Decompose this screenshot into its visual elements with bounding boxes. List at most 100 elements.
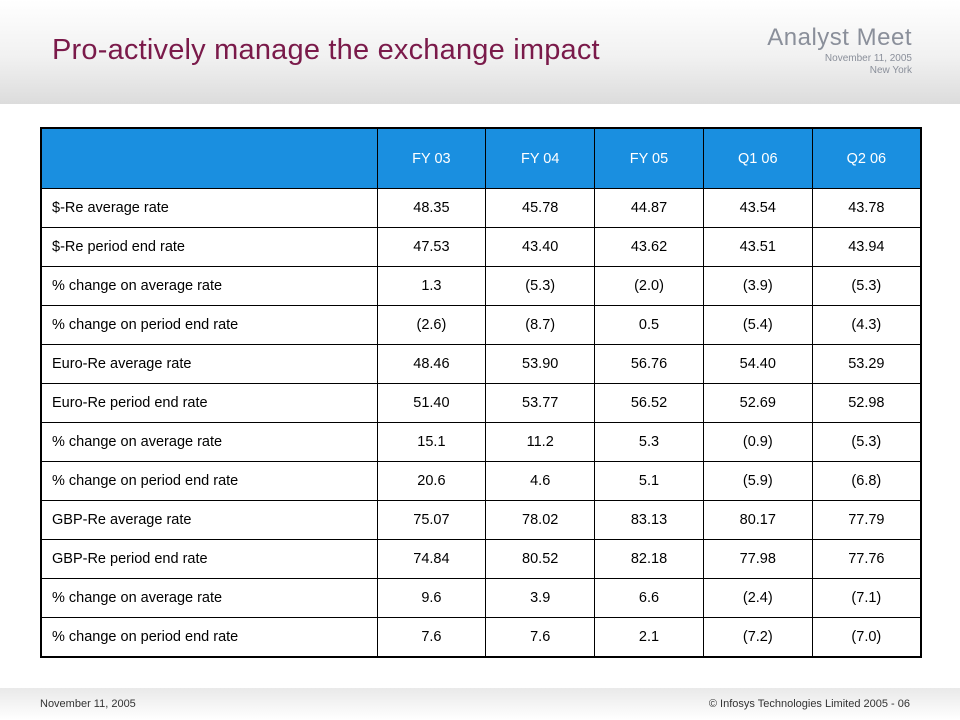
table-cell: (7.2) [702,617,813,658]
table-cell: (4.3) [811,305,922,345]
table-cell: (2.6) [376,305,487,345]
column-header: Q2 06 [811,127,922,189]
table-row: $-Re average rate 48.35 45.78 44.87 43.5… [40,188,922,228]
column-header [40,127,378,189]
table-cell: 56.76 [594,344,704,384]
table-row: % change on average rate 15.1 11.2 5.3 (… [40,422,922,462]
table-cell: 75.07 [376,500,487,540]
table-cell: 43.62 [594,227,704,267]
table-cell: (0.9) [702,422,813,462]
row-label: % change on period end rate [40,617,378,658]
table-row: % change on period end rate (2.6) (8.7) … [40,305,922,345]
table-row: % change on average rate 9.6 3.9 6.6 (2.… [40,578,922,618]
table-cell: 7.6 [485,617,596,658]
table-cell: 52.69 [702,383,813,423]
table-row: % change on period end rate 20.6 4.6 5.1… [40,461,922,501]
table-cell: 77.98 [702,539,813,579]
slide-title: Pro-actively manage the exchange impact [52,34,600,66]
table-cell: (2.0) [594,266,704,306]
table-cell: 52.98 [811,383,922,423]
table-cell: 80.17 [702,500,813,540]
row-label: $-Re period end rate [40,227,378,267]
table-cell: 43.54 [702,188,813,228]
row-label: $-Re average rate [40,188,378,228]
table-cell: 53.29 [811,344,922,384]
table-cell: 1.3 [376,266,487,306]
table-cell: 43.94 [811,227,922,267]
table-header-row: FY 03 FY 04 FY 05 Q1 06 Q2 06 [40,127,922,189]
exchange-rate-table: FY 03 FY 04 FY 05 Q1 06 Q2 06 $-Re avera… [40,127,922,658]
table-cell: 78.02 [485,500,596,540]
table-cell: 82.18 [594,539,704,579]
table-cell: 51.40 [376,383,487,423]
brand-block: Analyst Meet November 11, 2005 New York [767,26,912,76]
table-cell: 47.53 [376,227,487,267]
table-cell: 0.5 [594,305,704,345]
row-label: % change on average rate [40,422,378,462]
table-cell: 5.1 [594,461,704,501]
table-cell: (5.4) [702,305,813,345]
table-row: GBP-Re period end rate 74.84 80.52 82.18… [40,539,922,579]
brand-place: New York [869,65,912,76]
table-cell: 43.51 [702,227,813,267]
table-cell: 80.52 [485,539,596,579]
table-cell: 5.3 [594,422,704,462]
brand-date: November 11, 2005 [824,53,912,64]
row-label: % change on period end rate [40,461,378,501]
table-cell: (5.3) [485,266,596,306]
table-cell: 11.2 [485,422,596,462]
column-header: FY 04 [485,127,596,189]
row-label: Euro-Re period end rate [40,383,378,423]
table-cell: 56.52 [594,383,704,423]
row-label: GBP-Re average rate [40,500,378,540]
table-cell: 20.6 [376,461,487,501]
table-cell: 77.76 [811,539,922,579]
table-cell: 77.79 [811,500,922,540]
table-cell: (7.0) [811,617,922,658]
table-cell: 3.9 [485,578,596,618]
table-cell: 45.78 [485,188,596,228]
table-cell: 6.6 [594,578,704,618]
footer-date: November 11, 2005 [40,698,136,710]
row-label: % change on period end rate [40,305,378,345]
footer-copyright: © Infosys Technologies Limited 2005 - 06 [708,698,910,710]
column-header: FY 05 [594,127,704,189]
table-row: Euro-Re average rate 48.46 53.90 56.76 5… [40,344,922,384]
header-band [0,0,960,104]
table-cell: 43.78 [811,188,922,228]
table-cell: (6.8) [811,461,922,501]
table-cell: (7.1) [811,578,922,618]
table-cell: 74.84 [376,539,487,579]
table-cell: (5.3) [811,266,922,306]
row-label: % change on average rate [40,266,378,306]
table-row: $-Re period end rate 47.53 43.40 43.62 4… [40,227,922,267]
table-cell: 15.1 [376,422,487,462]
table-cell: 83.13 [594,500,704,540]
table-cell: 48.46 [376,344,487,384]
table-row: % change on period end rate 7.6 7.6 2.1 … [40,617,922,658]
table-row: % change on average rate 1.3 (5.3) (2.0)… [40,266,922,306]
column-header: FY 03 [376,127,487,189]
table-row: GBP-Re average rate 75.07 78.02 83.13 80… [40,500,922,540]
table-cell: 43.40 [485,227,596,267]
table-cell: 53.77 [485,383,596,423]
table-cell: (3.9) [702,266,813,306]
column-header: Q1 06 [702,127,813,189]
table-cell: 48.35 [376,188,487,228]
table-cell: 54.40 [702,344,813,384]
table-cell: 7.6 [376,617,487,658]
table-cell: 2.1 [594,617,704,658]
footer-band [0,688,960,720]
table-cell: 53.90 [485,344,596,384]
table-cell: 44.87 [594,188,704,228]
table-cell: (5.3) [811,422,922,462]
table-cell: (2.4) [702,578,813,618]
brand-name: Analyst Meet [767,24,912,51]
row-label: Euro-Re average rate [40,344,378,384]
table-row: Euro-Re period end rate 51.40 53.77 56.5… [40,383,922,423]
row-label: GBP-Re period end rate [40,539,378,579]
row-label: % change on average rate [40,578,378,618]
table-cell: 9.6 [376,578,487,618]
table-cell: (5.9) [702,461,813,501]
table-cell: (8.7) [485,305,596,345]
